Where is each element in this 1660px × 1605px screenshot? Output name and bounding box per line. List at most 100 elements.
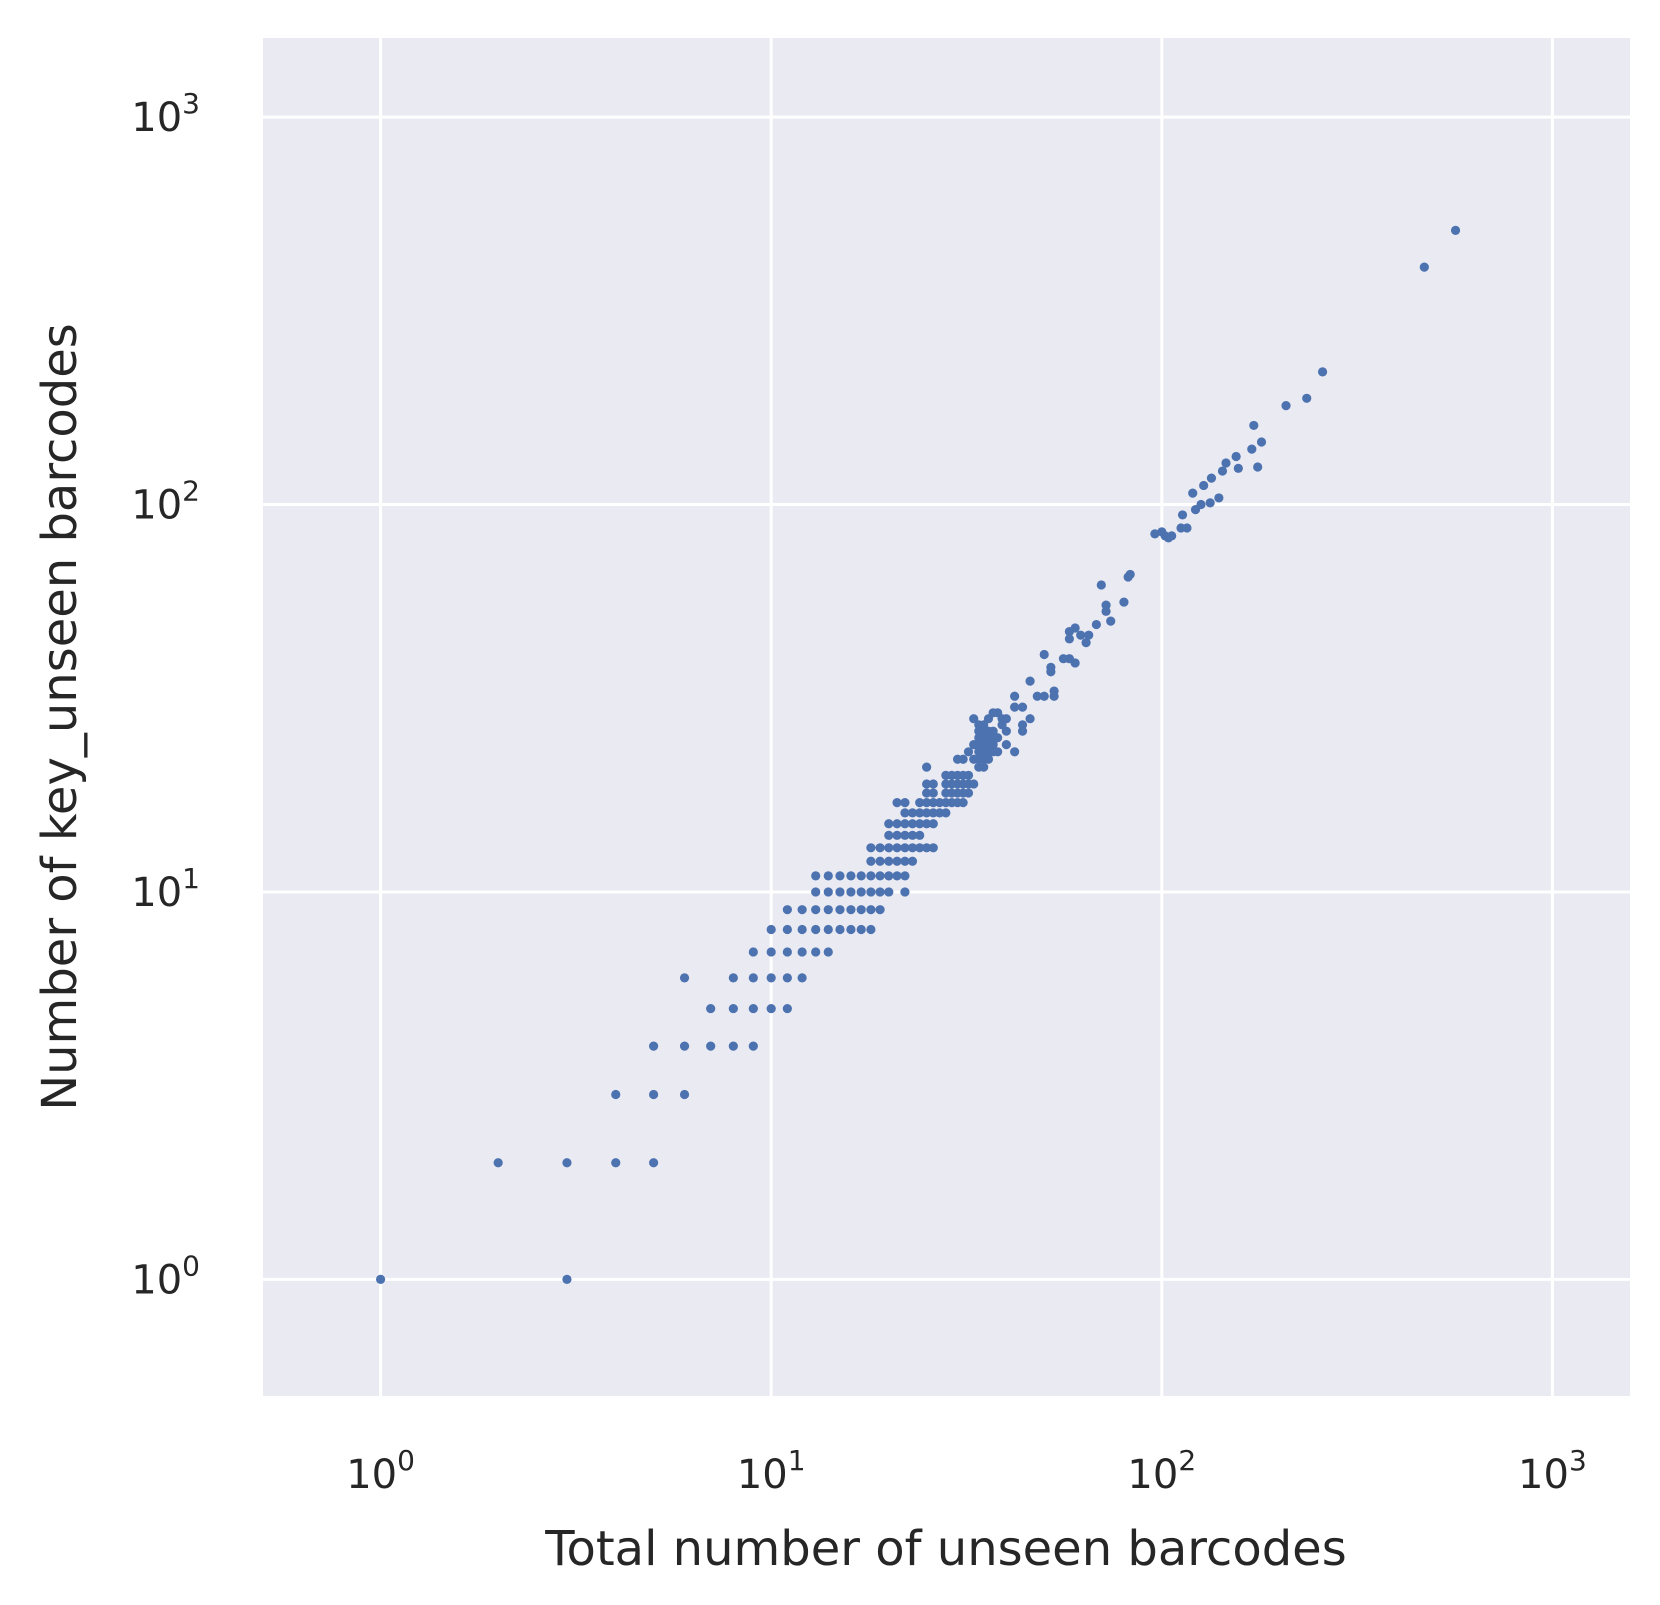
- data-point-171: [1001, 740, 1011, 750]
- data-point-174: [1010, 747, 1020, 757]
- data-point-27: [782, 947, 792, 957]
- data-point-186: [1049, 691, 1059, 701]
- data-point-90: [907, 843, 918, 853]
- data-point-2: [562, 1158, 572, 1168]
- data-point-82: [900, 830, 910, 840]
- data-point-95: [915, 830, 925, 840]
- data-point-182: [1039, 691, 1049, 701]
- data-point-32: [797, 947, 807, 957]
- data-point-64: [875, 871, 885, 881]
- data-point-173: [1010, 702, 1020, 712]
- data-point-172: [1010, 691, 1020, 701]
- data-point-220: [1221, 458, 1231, 468]
- data-point-116: [941, 808, 951, 818]
- data-point-31: [797, 924, 807, 935]
- data-point-160: [988, 726, 998, 736]
- data-point-49: [846, 887, 856, 897]
- data-point-162: [988, 740, 998, 750]
- data-point-1: [493, 1158, 503, 1168]
- data-point-68: [884, 830, 894, 840]
- data-point-74: [892, 819, 902, 829]
- data-point-224: [1249, 420, 1259, 431]
- data-point-177: [1017, 726, 1028, 736]
- data-point-55: [856, 924, 866, 935]
- data-point-3: [562, 1274, 572, 1284]
- data-point-72: [884, 887, 894, 897]
- data-point-218: [1214, 493, 1224, 503]
- data-point-192: [1070, 658, 1080, 668]
- data-point-193: [1076, 630, 1086, 640]
- data-point-197: [1096, 580, 1106, 590]
- data-point-158: [983, 754, 994, 764]
- data-point-227: [1281, 401, 1291, 411]
- data-point-10: [679, 1041, 690, 1051]
- data-point-135: [969, 714, 979, 724]
- data-point-165: [993, 733, 1003, 743]
- data-point-226: [1256, 437, 1267, 447]
- x-tick-label-2: 102: [1127, 1444, 1196, 1498]
- data-point-91: [907, 856, 918, 866]
- data-point-53: [856, 887, 866, 897]
- data-point-96: [915, 843, 925, 853]
- data-point-61: [866, 924, 876, 935]
- data-point-178: [1025, 676, 1035, 686]
- data-point-46: [835, 905, 845, 915]
- data-point-109: [928, 843, 938, 853]
- data-point-41: [823, 905, 833, 915]
- data-point-175: [1017, 702, 1028, 712]
- data-point-94: [915, 819, 925, 829]
- data-point-63: [875, 856, 885, 866]
- data-point-83: [900, 843, 910, 853]
- data-point-4: [611, 1089, 621, 1100]
- data-point-98: [922, 779, 932, 789]
- data-points: [375, 225, 1461, 1284]
- data-point-99: [922, 788, 932, 798]
- data-point-9: [679, 973, 690, 983]
- data-point-43: [823, 947, 833, 957]
- data-point-62: [875, 843, 885, 853]
- data-point-130: [958, 798, 968, 808]
- x-axis-label: Total number of unseen barcodes: [544, 1521, 1346, 1577]
- data-point-36: [811, 905, 821, 915]
- data-point-48: [846, 871, 856, 881]
- data-point-216: [1205, 498, 1215, 508]
- data-point-180: [1032, 691, 1042, 701]
- data-point-194: [1081, 638, 1091, 648]
- data-point-23: [766, 973, 776, 983]
- y-tick-label-0: 100: [131, 1249, 200, 1303]
- data-point-11: [679, 1089, 690, 1100]
- data-point-13: [706, 1041, 716, 1051]
- data-point-103: [922, 843, 932, 853]
- data-point-92: [915, 798, 925, 808]
- data-point-102: [922, 819, 932, 829]
- data-point-212: [1188, 488, 1198, 498]
- data-point-106: [928, 798, 938, 808]
- y-tick-labels: 100 101 102 103: [131, 87, 200, 1303]
- data-point-80: [900, 808, 910, 818]
- data-point-0: [375, 1274, 386, 1284]
- data-point-225: [1253, 462, 1263, 472]
- data-point-215: [1199, 480, 1209, 491]
- data-point-132: [963, 770, 974, 780]
- data-point-19: [748, 1003, 758, 1014]
- data-point-58: [866, 871, 876, 881]
- data-point-204: [1150, 529, 1160, 539]
- data-point-57: [866, 856, 876, 866]
- data-point-223: [1247, 444, 1257, 454]
- data-point-60: [866, 905, 876, 915]
- data-point-33: [797, 973, 807, 983]
- data-point-34: [811, 871, 821, 881]
- data-point-81: [900, 819, 910, 829]
- data-point-221: [1231, 451, 1241, 462]
- data-point-52: [856, 871, 866, 881]
- data-point-131: [963, 747, 974, 757]
- data-point-101: [922, 808, 932, 818]
- data-point-40: [823, 887, 833, 897]
- data-point-179: [1025, 714, 1035, 724]
- data-point-73: [892, 798, 902, 808]
- data-point-208: [1167, 531, 1177, 541]
- data-point-200: [1106, 616, 1116, 626]
- data-point-5: [611, 1158, 621, 1168]
- data-point-108: [928, 819, 938, 829]
- data-point-88: [907, 819, 918, 829]
